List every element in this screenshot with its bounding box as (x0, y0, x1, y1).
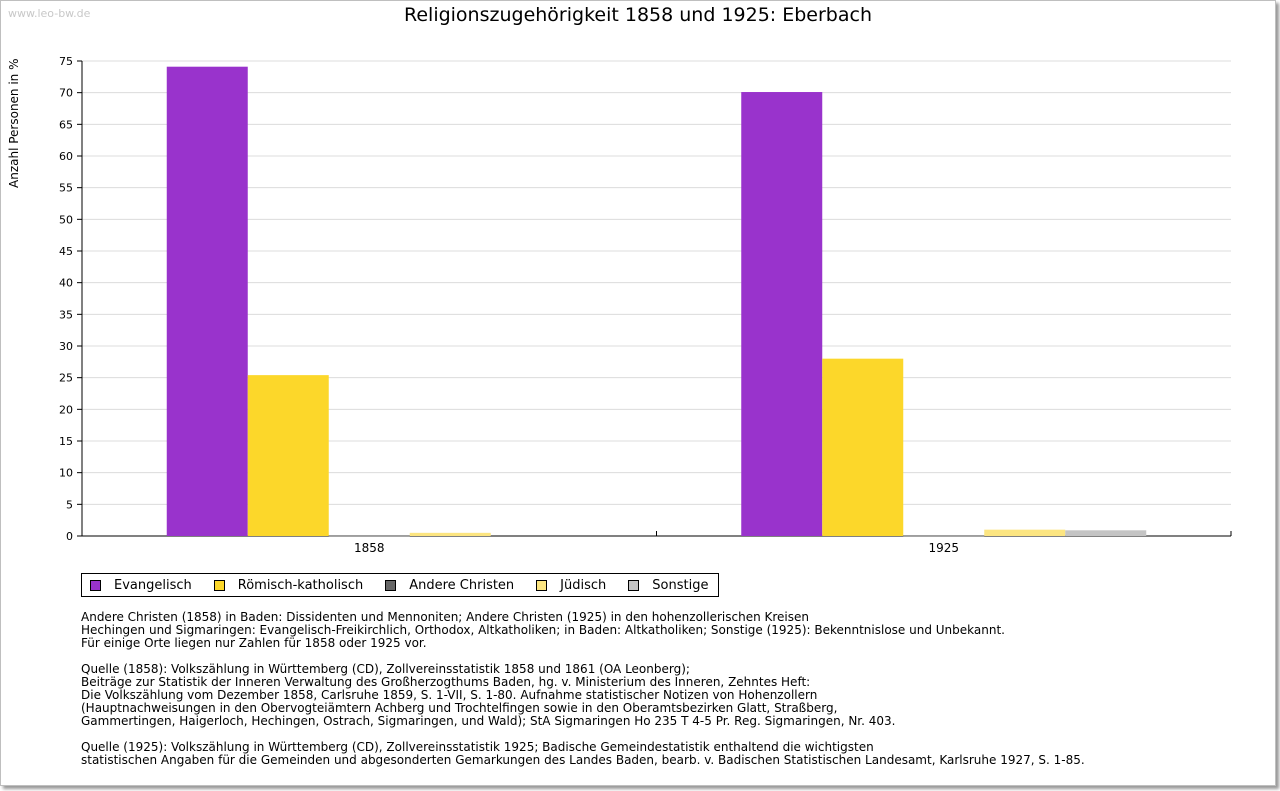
bar (409, 532, 491, 536)
legend: Evangelisch Römisch-katholisch Andere Chri… (81, 573, 720, 597)
y-tick-label: 45 (59, 245, 73, 258)
y-tick-label: 35 (59, 308, 73, 321)
legend-label: Evangelisch (114, 577, 192, 593)
legend-item: Jüdisch (536, 578, 606, 593)
legend-swatch (628, 579, 640, 591)
y-tick-label: 70 (59, 87, 73, 100)
legend-item: Römisch-katholisch (213, 577, 364, 593)
y-tick-label: 10 (59, 467, 73, 480)
bar (247, 375, 329, 536)
y-tick-label: 75 (59, 55, 73, 68)
bar (984, 529, 1066, 536)
y-tick-label: 30 (59, 340, 73, 353)
y-tick-label: 40 (59, 277, 73, 290)
bar (166, 66, 248, 536)
notes: Andere Christen (1858) in Baden: Disside… (81, 611, 1085, 780)
bar (741, 92, 823, 537)
legend-swatch (90, 579, 101, 591)
y-tick-label: 0 (66, 530, 73, 543)
bar (1065, 530, 1147, 536)
watermark: www.leo-bw.de (8, 7, 91, 20)
bar (328, 535, 410, 537)
x-tick-label: 1858 (354, 541, 385, 555)
y-tick-label: 25 (59, 372, 73, 385)
legend-item: Sonstige (628, 578, 708, 593)
note-paragraph: Andere Christen (1858) in Baden: Disside… (81, 610, 1005, 650)
note-paragraph: Quelle (1858): Volkszählung in Württembe… (81, 662, 896, 728)
bar-chart: 0 5 10 15 20 25 30 35 40 45 50 55 60 65 70 75 1858 1925 (59, 55, 1232, 555)
y-tick-label: 55 (59, 182, 73, 195)
y-tick-label: 15 (59, 435, 73, 448)
y-tick-label: 50 (59, 213, 73, 226)
legend-swatch (213, 579, 225, 591)
legend-item: Evangelisch (90, 578, 192, 593)
y-tick-label: 20 (59, 403, 73, 416)
legend-label: Römisch-katholisch (237, 577, 364, 593)
x-tick-label: 1925 (928, 541, 959, 555)
legend-swatch (385, 579, 397, 591)
chart-title: Religionszugehörigkeit 1858 und 1925: Eb… (404, 4, 872, 26)
y-tick-label: 5 (66, 498, 73, 511)
legend-swatch (536, 579, 548, 591)
note-paragraph: Quelle (1925): Volkszählung in Württembe… (81, 740, 1085, 767)
bar (903, 535, 985, 537)
y-tick-label: 60 (59, 150, 73, 163)
legend-label: Sonstige (652, 577, 709, 593)
bar (822, 358, 904, 536)
y-tick-label: 65 (59, 118, 73, 131)
legend-label: Andere Christen (409, 577, 515, 593)
legend-label: Jüdisch (560, 577, 607, 593)
legend-item: Andere Christen (385, 578, 514, 593)
